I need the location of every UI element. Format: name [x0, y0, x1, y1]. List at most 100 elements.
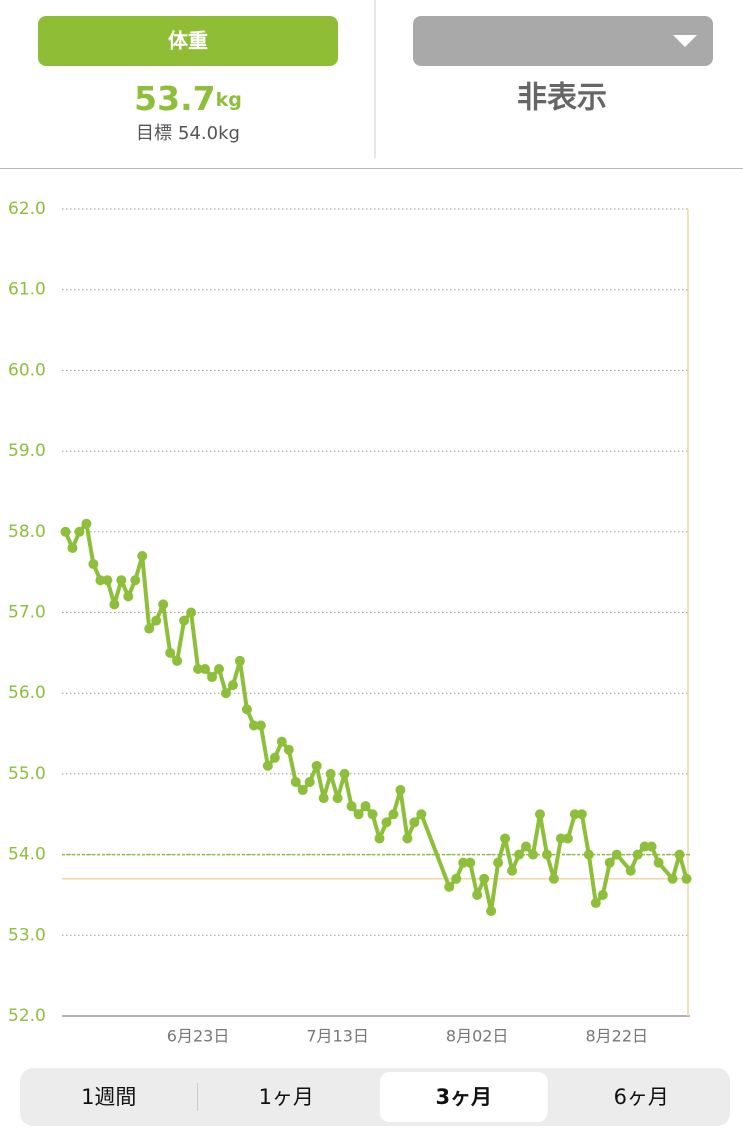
- data-point: [534, 809, 545, 820]
- chart: 52.0 53.0 54.0 55.0 56.0 57.0 58.0 59.0 60.0 61.0…: [8, 199, 692, 1046]
- current-value: 53.7: [134, 79, 215, 118]
- data-point: [172, 655, 183, 666]
- data-point: [562, 833, 573, 844]
- data-point: [402, 833, 413, 844]
- data-point: [339, 768, 350, 779]
- data-point: [220, 688, 231, 699]
- data-point: [569, 809, 580, 820]
- data-point: [639, 841, 650, 852]
- y-tick-label: 57.0: [8, 603, 46, 623]
- data-point: [290, 776, 301, 787]
- data-point: [395, 785, 406, 796]
- segmented-control: [20, 1068, 730, 1126]
- data-point: [74, 526, 85, 537]
- metric-button[interactable]: [38, 16, 338, 66]
- data-point: [227, 680, 238, 691]
- data-point: [367, 809, 378, 820]
- data-point: [186, 607, 197, 618]
- data-point: [479, 873, 490, 884]
- y-tick-label: 54.0: [8, 845, 46, 865]
- data-point: [262, 760, 273, 771]
- y-tick-label: 55.0: [8, 764, 46, 784]
- tab-label[interactable]: 6ヶ月: [614, 1085, 669, 1109]
- data-point: [109, 599, 120, 610]
- tab-selected[interactable]: [379, 1072, 548, 1122]
- data-point: [67, 542, 78, 553]
- data-point: [193, 663, 204, 674]
- tab-label[interactable]: 1週間: [81, 1085, 136, 1109]
- data-point: [472, 889, 483, 900]
- data-point: [576, 809, 587, 820]
- data-point: [416, 809, 427, 820]
- data-point: [88, 559, 99, 570]
- data-point: [646, 841, 657, 852]
- data-point: [667, 873, 678, 884]
- data-point: [590, 898, 601, 909]
- data-point: [548, 873, 559, 884]
- data-point: [116, 575, 127, 586]
- data-point: [276, 736, 287, 747]
- tab-label[interactable]: 1ヶ月: [259, 1085, 314, 1109]
- data-point: [500, 833, 511, 844]
- data-point: [144, 623, 155, 634]
- x-tick-label: 8月02日: [446, 1027, 509, 1046]
- data-point: [311, 760, 322, 771]
- dropdown-arrow: [673, 35, 697, 47]
- dropdown[interactable]: [413, 16, 713, 66]
- goal-label: 目標: [136, 123, 172, 144]
- data-point: [625, 865, 636, 876]
- data-point: [360, 801, 371, 812]
- data-point: [151, 615, 162, 626]
- x-tick-label: 6月23日: [167, 1027, 230, 1046]
- data-point: [528, 849, 538, 860]
- y-tick-label: 58.0: [8, 522, 46, 542]
- data-point: [60, 526, 71, 537]
- data-point: [283, 744, 294, 755]
- data-point: [458, 857, 469, 868]
- data-point: [521, 841, 532, 852]
- y-tick-label: 62.0: [8, 199, 46, 219]
- data-point: [611, 849, 622, 860]
- data-point: [493, 857, 504, 868]
- data-point: [95, 575, 106, 586]
- tab-label[interactable]: 3ヶ月: [435, 1085, 492, 1109]
- data-point: [297, 785, 308, 796]
- data-point: [137, 551, 148, 562]
- data-point: [234, 655, 245, 666]
- y-tick-label: 61.0: [8, 280, 46, 300]
- goal-value: 54.0kg: [178, 123, 240, 144]
- data-point: [248, 720, 259, 731]
- data-point: [374, 833, 385, 844]
- data-point: [632, 849, 643, 860]
- data-point: [179, 615, 190, 626]
- data-point: [165, 647, 176, 658]
- data-point: [304, 776, 315, 787]
- y-tick-label: 59.0: [8, 441, 46, 461]
- data-point: [269, 752, 280, 763]
- y-tick-label: 60.0: [8, 360, 46, 380]
- data-point: [555, 833, 566, 844]
- data-point: [583, 849, 594, 860]
- dropdown-value: 非表示: [517, 81, 607, 116]
- data-point: [130, 575, 141, 586]
- x-tick-label: 7月13日: [306, 1027, 369, 1046]
- current-weight: 53.7kg: [134, 79, 242, 118]
- data-point: [255, 720, 266, 731]
- y-tick-label: 52.0: [8, 1006, 46, 1026]
- goal: 目標 54.0kg: [136, 123, 240, 144]
- data-point: [681, 873, 692, 884]
- data-point: [346, 801, 357, 812]
- data-point: [241, 704, 252, 715]
- data-point: [81, 518, 92, 529]
- data-point: [214, 663, 224, 674]
- data-point: [486, 906, 497, 917]
- current-unit: kg: [216, 89, 242, 111]
- data-point: [102, 575, 113, 586]
- data-point: [597, 889, 608, 900]
- data-point: [158, 599, 169, 610]
- data-point: [444, 881, 455, 892]
- y-tick-label: 56.0: [8, 683, 46, 703]
- y-tick-label: 53.0: [8, 925, 46, 945]
- data-point: [353, 809, 364, 820]
- data-point: [541, 849, 552, 860]
